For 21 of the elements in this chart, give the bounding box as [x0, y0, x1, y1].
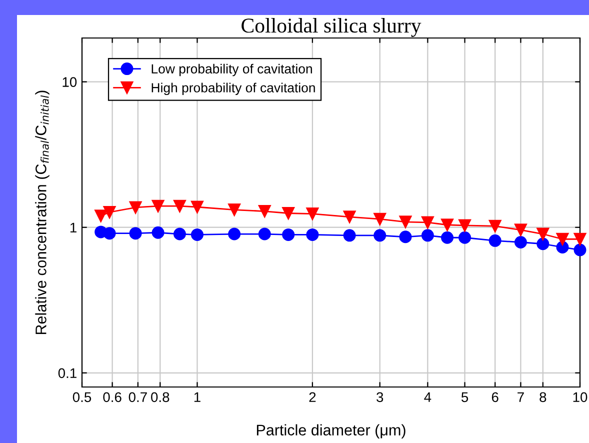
- x-axis-title: Particle diameter (μm): [256, 424, 406, 438]
- legend-label: Low probability of cavitation: [152, 64, 312, 76]
- x-tick-label: 1: [194, 392, 200, 402]
- x-tick-label: 0.7: [128, 392, 147, 402]
- x-tick-label: 10: [573, 392, 588, 402]
- y-tick-label: 10: [62, 77, 77, 87]
- y-tick-label: 0.1: [58, 368, 76, 378]
- x-tick-label: 0.8: [151, 392, 170, 402]
- x-tick-label: 8: [540, 392, 546, 402]
- x-tick-label: 5: [461, 392, 468, 402]
- x-tick-label: 6: [492, 392, 498, 402]
- x-tick-label: 0.6: [103, 392, 122, 402]
- x-tick-label: 0.5: [72, 392, 92, 402]
- legend-label: High probability of cavitation: [152, 82, 315, 96]
- x-tick-label: 4: [424, 392, 432, 402]
- y-axis-title: Relative concentration (C$_{final}$/C$_{initial}$): [35, 90, 50, 334]
- x-tick-label: 2: [309, 392, 316, 402]
- chart-title: Colloidal silica slurry: [242, 18, 422, 37]
- y-tick-label: 1: [70, 222, 76, 232]
- x-tick-label: 7: [518, 392, 524, 402]
- x-tick-label: 3: [376, 392, 384, 402]
